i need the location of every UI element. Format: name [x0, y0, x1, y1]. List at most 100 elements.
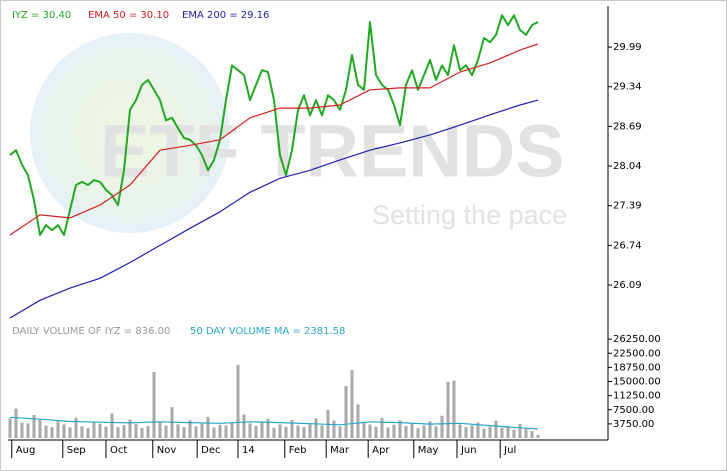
y-tick-label: 11250.00 — [613, 391, 661, 402]
volume-bar — [14, 408, 18, 438]
volume-bar — [506, 425, 510, 438]
volume-bar — [308, 424, 312, 438]
series-line — [9, 14, 539, 236]
volume-bar — [164, 425, 168, 438]
volume-bar — [224, 425, 228, 438]
volume-bar — [476, 422, 480, 438]
volume-bar — [404, 425, 408, 438]
volume-bar — [44, 425, 48, 438]
volume-bar — [494, 420, 498, 438]
volume-bar — [98, 423, 102, 438]
volume-bar — [338, 426, 342, 438]
volume-bar — [296, 425, 300, 438]
volume-bar — [122, 425, 126, 438]
y-tick-label: 18750.00 — [613, 362, 661, 373]
volume-bar — [38, 419, 42, 438]
volume-bar — [368, 424, 372, 438]
volume-bar — [218, 424, 222, 438]
legend-entry: 50 DAY VOLUME MA = 2381.58 — [190, 326, 345, 337]
x-tick-label: Mar — [330, 445, 350, 456]
volume-bar — [152, 372, 156, 438]
volume-bar — [188, 420, 192, 438]
series-line — [9, 416, 539, 430]
volume-bar — [206, 416, 210, 438]
y-tick-label: 28.69 — [613, 121, 642, 132]
x-tick-label: Apr — [372, 445, 390, 456]
legend-entry: IYZ = 30.40 — [12, 10, 71, 21]
volume-bar — [266, 418, 270, 438]
volume-bar — [422, 425, 426, 438]
volume-bar — [344, 386, 348, 438]
volume-bar — [536, 434, 540, 438]
volume-bar — [20, 422, 24, 438]
volume-bar — [242, 414, 246, 438]
legend-entry: EMA 200 = 29.16 — [182, 10, 269, 21]
volume-bar — [278, 424, 282, 438]
volume-bar — [512, 429, 516, 438]
volume-bar — [200, 423, 204, 438]
watermark-title: ETF TRENDS — [100, 110, 565, 193]
volume-bar — [86, 428, 90, 438]
series-line — [9, 99, 539, 319]
volume-bar — [128, 419, 132, 438]
y-tick-label: 7500.00 — [613, 405, 654, 416]
y-tick-label: 29.99 — [613, 42, 642, 53]
volume-bar — [26, 423, 30, 438]
y-tick-label: 3750.00 — [613, 419, 654, 430]
y-tick-label: 26.74 — [613, 240, 642, 251]
volume-bar — [116, 427, 120, 438]
volume-bar — [374, 426, 378, 438]
volume-bar — [158, 422, 162, 438]
volume-bar — [458, 424, 462, 438]
volume-bar — [332, 420, 336, 438]
x-tick-label: Aug — [16, 445, 36, 456]
volume-bar — [92, 422, 96, 438]
volume-bar — [248, 423, 252, 438]
volume-bar — [236, 364, 240, 438]
volume-bar — [428, 421, 432, 438]
volume-bar — [434, 426, 438, 438]
volume-bar — [68, 427, 72, 438]
x-tick-label: Feb — [289, 445, 307, 456]
volume-bar — [464, 427, 468, 438]
x-tick-label: Sep — [67, 445, 86, 456]
volume-bar — [386, 427, 390, 438]
volume-bar — [146, 425, 150, 438]
volume-bar — [110, 413, 114, 438]
volume-bar — [230, 422, 234, 438]
volume-bar — [290, 419, 294, 438]
volume-bar — [518, 424, 522, 438]
volume-bar — [380, 418, 384, 438]
volume-bar — [182, 427, 186, 438]
legend-entry: EMA 50 = 30.10 — [88, 10, 169, 21]
volume-bar — [470, 425, 474, 438]
volume-bar — [320, 425, 324, 438]
volume-bar — [362, 422, 366, 438]
y-tick-label: 15000.00 — [613, 377, 661, 388]
x-tick-label: 14 — [242, 445, 255, 456]
volume-bar — [254, 425, 258, 438]
volume-bar — [314, 418, 318, 438]
volume-bar — [50, 427, 54, 438]
y-tick-label: 29.34 — [613, 82, 642, 93]
y-tick-label: 26250.00 — [613, 334, 661, 345]
volume-bar — [284, 426, 288, 438]
volume-bar — [74, 417, 78, 438]
series-line — [9, 43, 539, 236]
volume-bar — [500, 427, 504, 438]
volume-bar — [62, 424, 66, 438]
volume-bar — [350, 370, 354, 438]
volume-bar — [176, 424, 180, 438]
volume-bar — [416, 428, 420, 438]
volume-bar — [212, 427, 216, 438]
volume-bar — [194, 426, 198, 438]
y-tick-label: 22500.00 — [613, 348, 661, 359]
volume-bar — [488, 426, 492, 438]
volume-bar — [446, 381, 450, 438]
y-tick-label: 28.04 — [613, 161, 642, 172]
volume-bar — [356, 404, 360, 438]
x-tick-label: May — [418, 445, 439, 456]
volume-bar — [8, 418, 12, 438]
